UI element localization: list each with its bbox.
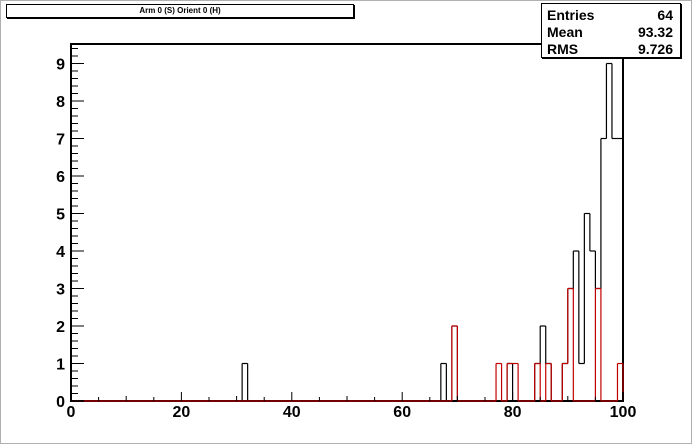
y-tick-label: 8 bbox=[56, 94, 65, 111]
x-tick-label: 100 bbox=[610, 404, 637, 421]
y-tick-label: 7 bbox=[56, 132, 65, 149]
stat-label-rms: RMS bbox=[547, 40, 579, 57]
y-tick-label: 4 bbox=[56, 244, 65, 261]
y-tick-label: 9 bbox=[56, 57, 65, 74]
series-0 bbox=[71, 62, 624, 402]
stat-value-entries: 64 bbox=[657, 6, 673, 23]
histogram-title: Arm 0 (S) Orient 0 (H) bbox=[6, 4, 354, 18]
series-layer bbox=[71, 62, 624, 402]
x-tick-label: 20 bbox=[173, 404, 191, 421]
axis-layer: 0 20 40 60 80 100 0 1 2 3 4 5 6 7 8 9 bbox=[56, 48, 637, 421]
y-tick-label: 6 bbox=[56, 169, 65, 186]
x-tick-label: 40 bbox=[283, 404, 301, 421]
y-tick-label: 0 bbox=[56, 394, 65, 411]
stats-box: Entries 64 Mean 93.32 RMS 9.726 bbox=[541, 3, 681, 58]
stat-value-rms: 9.726 bbox=[637, 40, 673, 57]
y-tick-label: 3 bbox=[56, 282, 65, 299]
stat-row-mean: Mean 93.32 bbox=[547, 23, 673, 40]
stat-label-entries: Entries bbox=[547, 6, 595, 23]
x-tick-label: 60 bbox=[393, 404, 411, 421]
y-tick-label: 1 bbox=[56, 357, 65, 374]
stat-row-entries: Entries 64 bbox=[547, 6, 673, 23]
y-tick-label: 5 bbox=[56, 207, 65, 224]
y-tick-label: 2 bbox=[56, 319, 65, 336]
x-tick-label: 80 bbox=[504, 404, 522, 421]
series-1 bbox=[71, 287, 624, 402]
stat-value-mean: 93.32 bbox=[637, 23, 673, 40]
x-tick-label: 0 bbox=[67, 404, 76, 421]
stat-label-mean: Mean bbox=[547, 23, 583, 40]
stat-row-rms: RMS 9.726 bbox=[547, 40, 673, 57]
